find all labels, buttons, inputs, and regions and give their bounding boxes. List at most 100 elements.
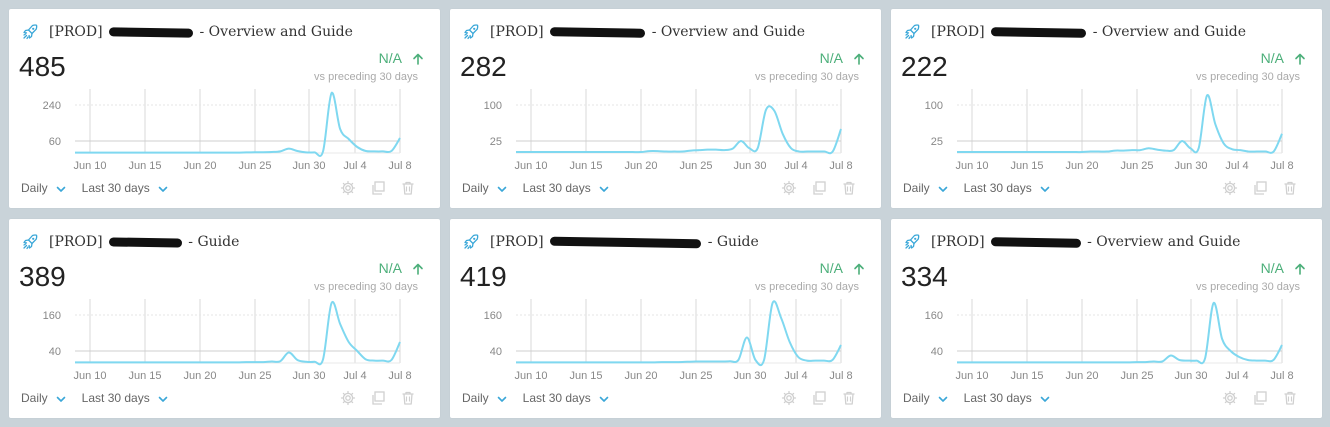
gear-icon[interactable] [340, 390, 356, 406]
line-chart: Jun 10 Jun 15 Jun 20 Jun 25 Jun 30 Jul 4 Jul 8… [925, 89, 1294, 172]
trend-comparison-label: vs preceding 30 days [755, 281, 859, 293]
range-dropdown[interactable]: Last 30 days [523, 391, 609, 405]
x-tick-label: Jul 4 [343, 370, 366, 382]
card-title[interactable]: [PROD] WorkSpace - Main - Overview and G… [931, 234, 1240, 250]
card-header: [PROD] Search - Main - Guide [21, 231, 430, 253]
rocket-icon [21, 233, 39, 251]
card-title[interactable]: [PROD] Search - Main - Guide [49, 234, 239, 250]
x-tick-label: Jun 15 [569, 370, 602, 382]
widget-card[interactable]: [PROD] WorkSpace - Main - Overview and G… [891, 219, 1322, 418]
series-line [516, 105, 842, 155]
card-footer: Daily Last 30 days [21, 178, 416, 198]
chevron-down-icon [497, 393, 507, 403]
y-tick-label: 100 [484, 100, 502, 112]
widget-card[interactable]: [PROD] ContentHub - Main - Overview and … [450, 9, 881, 208]
trash-icon[interactable] [400, 390, 416, 406]
range-label: Last 30 days [522, 391, 591, 405]
range-label: Last 30 days [522, 181, 591, 195]
redacted-title-segment: Search - Main [108, 236, 182, 248]
trend-comparison-label: vs preceding 30 days [314, 281, 418, 293]
redacted-title-segment: Homepage - Main [108, 26, 194, 38]
range-dropdown[interactable]: Last 30 days [523, 181, 609, 195]
x-tick-label: Jun 10 [514, 160, 547, 172]
copy-icon[interactable] [811, 390, 827, 406]
trend-indicator: N/A [820, 260, 865, 276]
x-tick-label: Jun 30 [292, 160, 325, 172]
redacted-title-segment: WorkSpace - Main [990, 236, 1081, 248]
copy-icon[interactable] [1252, 180, 1268, 196]
trend-value: N/A [378, 260, 402, 276]
card-title[interactable]: [PROD] ContentHub - Main - Overview and … [490, 24, 805, 40]
x-tick-label: Jun 30 [733, 160, 766, 172]
series-line [74, 91, 401, 158]
card-footer: Daily Last 30 days [903, 388, 1298, 408]
trend-indicator: N/A [1261, 50, 1306, 66]
widget-card[interactable]: [PROD] DocCenter - Content Details - Gui… [450, 219, 881, 418]
period-label: Daily [462, 181, 489, 195]
range-dropdown[interactable]: Last 30 days [964, 391, 1050, 405]
x-tick-label: Jul 4 [784, 160, 807, 172]
trash-icon[interactable] [1282, 390, 1298, 406]
period-label: Daily [462, 391, 489, 405]
card-title[interactable]: [PROD] Homepage - Main - Overview and Gu… [49, 24, 353, 40]
copy-icon[interactable] [370, 180, 386, 196]
x-tick-label: Jul 8 [1270, 370, 1293, 382]
trend-indicator: N/A [379, 50, 424, 66]
title-prefix: [PROD] [49, 24, 103, 40]
copy-icon[interactable] [1252, 390, 1268, 406]
arrow-up-icon [1294, 262, 1306, 275]
y-tick-label: 40 [931, 346, 943, 358]
chevron-down-icon [497, 183, 507, 193]
y-tick-label: 100 [925, 100, 943, 112]
range-dropdown[interactable]: Last 30 days [82, 391, 168, 405]
chevron-down-icon [56, 183, 66, 193]
gear-icon[interactable] [781, 390, 797, 406]
trend-comparison-label: vs preceding 30 days [1196, 281, 1300, 293]
card-actions [340, 390, 416, 406]
period-dropdown[interactable]: Daily [462, 391, 507, 405]
chevron-down-icon [1040, 393, 1050, 403]
trend-value: N/A [1260, 50, 1284, 66]
trash-icon[interactable] [400, 180, 416, 196]
x-tick-label: Jun 15 [1010, 160, 1043, 172]
title-suffix: - Overview and Guide [1087, 234, 1241, 250]
redacted-title-segment: DocCenter - Content Details [549, 236, 702, 248]
period-dropdown[interactable]: Daily [903, 391, 948, 405]
card-header: [PROD] ContentHub - Main - Overview and … [462, 21, 871, 43]
period-dropdown[interactable]: Daily [903, 181, 948, 195]
title-prefix: [PROD] [490, 24, 544, 40]
x-tick-label: Jun 25 [238, 370, 271, 382]
title-suffix: - Guide [188, 234, 240, 250]
gear-icon[interactable] [1222, 390, 1238, 406]
x-tick-label: Jun 30 [1174, 370, 1207, 382]
arrow-up-icon [412, 262, 424, 275]
copy-icon[interactable] [811, 180, 827, 196]
widget-card[interactable]: [PROD] Search - Main - Guide 389 N/A vs … [9, 219, 440, 418]
gear-icon[interactable] [781, 180, 797, 196]
metric-value: 419 [460, 261, 507, 292]
trash-icon[interactable] [841, 390, 857, 406]
period-dropdown[interactable]: Daily [21, 391, 66, 405]
period-dropdown[interactable]: Daily [21, 181, 66, 195]
period-label: Daily [903, 181, 930, 195]
redacted-title-segment: NewsCenter - Main [990, 26, 1087, 38]
widget-card[interactable]: [PROD] Homepage - Main - Overview and Gu… [9, 9, 440, 208]
chevron-down-icon [158, 393, 168, 403]
period-dropdown[interactable]: Daily [462, 181, 507, 195]
x-tick-label: Jun 30 [733, 370, 766, 382]
trend-comparison-label: vs preceding 30 days [314, 71, 418, 83]
trash-icon[interactable] [1282, 180, 1298, 196]
copy-icon[interactable] [370, 390, 386, 406]
card-actions [340, 180, 416, 196]
range-dropdown[interactable]: Last 30 days [964, 181, 1050, 195]
card-title[interactable]: [PROD] DocCenter - Content Details - Gui… [490, 234, 759, 250]
widget-card[interactable]: [PROD] NewsCenter - Main - Overview and … [891, 9, 1322, 208]
gear-icon[interactable] [1222, 180, 1238, 196]
range-dropdown[interactable]: Last 30 days [82, 181, 168, 195]
gear-icon[interactable] [340, 180, 356, 196]
x-tick-label: Jul 8 [829, 370, 852, 382]
x-tick-label: Jun 20 [183, 160, 216, 172]
card-title[interactable]: [PROD] NewsCenter - Main - Overview and … [931, 24, 1246, 40]
trash-icon[interactable] [841, 180, 857, 196]
